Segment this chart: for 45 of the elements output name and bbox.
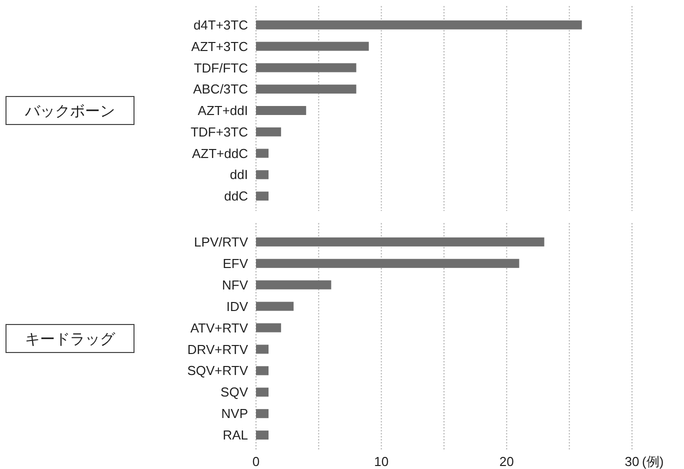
x-tick-label: 30 <box>624 454 640 469</box>
y-tick-label: d4T+3TC <box>193 17 248 32</box>
y-tick-label: TDF/FTC <box>194 60 248 76</box>
y-axis-title: バックボーン <box>24 102 115 120</box>
y-tick-label: ddC <box>224 188 248 204</box>
bar <box>256 258 520 268</box>
y-tick-label: SQV+RTV <box>187 363 248 378</box>
y-tick-label: LPV/RTV <box>194 234 248 250</box>
y-tick-label: SQV <box>220 384 248 400</box>
bar <box>256 430 269 440</box>
x-axis-title: (例) <box>642 454 664 469</box>
bar <box>256 237 544 246</box>
bar <box>256 106 306 115</box>
y-tick-label: NFV <box>222 277 248 292</box>
bar <box>256 192 269 201</box>
bar <box>256 170 269 180</box>
bar <box>256 409 269 418</box>
y-tick-label: ddI <box>230 167 248 182</box>
bar <box>256 20 582 30</box>
y-tick-label: EFV <box>222 256 248 271</box>
x-tick-label: 10 <box>374 454 389 469</box>
bar <box>256 323 282 332</box>
y-tick-label: TDF+3TC <box>190 124 248 140</box>
x-tick-label: 0 <box>252 454 260 469</box>
y-tick-label: DRV+RTV <box>187 342 248 357</box>
bar <box>256 148 269 158</box>
bar <box>256 344 269 354</box>
bar <box>256 63 356 72</box>
y-tick-label: NVP <box>221 406 248 422</box>
bar <box>256 388 269 397</box>
y-tick-label: AZT+ddC <box>192 146 248 161</box>
x-tick-label: 20 <box>499 454 514 469</box>
y-tick-label: AZT+ddI <box>198 103 248 118</box>
y-tick-label: ATV+RTV <box>190 320 248 336</box>
y-axis-title: キードラッグ <box>25 330 116 348</box>
y-tick-label: AZT+3TC <box>191 38 248 54</box>
y-tick-label: ABC/3TC <box>193 82 248 97</box>
bar <box>256 302 294 311</box>
bar <box>256 366 269 376</box>
bar <box>256 84 356 94</box>
bar <box>256 42 369 51</box>
y-tick-label: RAL <box>222 428 248 443</box>
bar <box>256 280 332 290</box>
bar <box>256 127 282 136</box>
y-tick-label: IDV <box>226 298 248 314</box>
